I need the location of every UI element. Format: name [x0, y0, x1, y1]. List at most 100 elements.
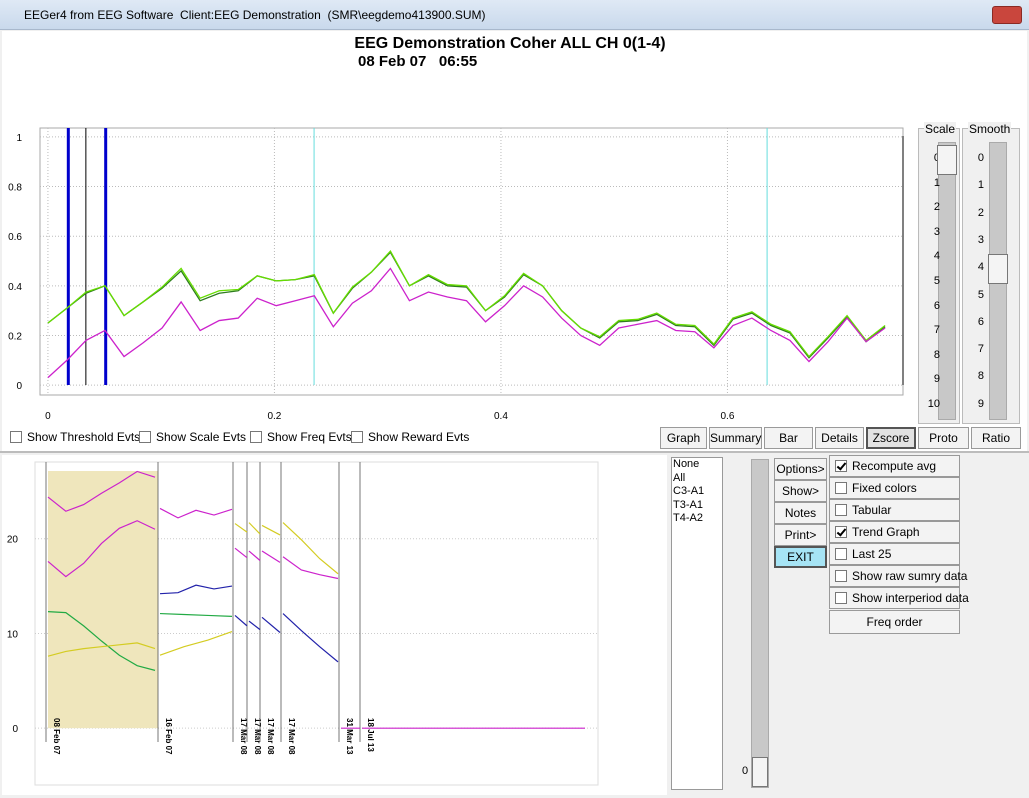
data-line [248, 620, 261, 631]
x-tick-label: 08 Feb 07 [52, 718, 61, 755]
title-bar [0, 0, 1029, 30]
action-button[interactable]: Print> [774, 524, 827, 546]
data-line [47, 251, 886, 359]
slider-tick-label: 5 [977, 288, 984, 301]
data-line [47, 267, 886, 379]
checkbox-label: Show Threshold Evts [27, 430, 141, 444]
data-line [47, 520, 156, 578]
window-title: EEGer4 from EEG Software Client:EEG Demo… [24, 8, 486, 22]
data-line [159, 612, 233, 617]
checkbox[interactable] [835, 526, 847, 538]
slider-tick-label: 3 [933, 225, 940, 238]
data-line [234, 614, 248, 627]
freq-order-button[interactable]: Freq order [829, 610, 960, 634]
list-item[interactable]: None [673, 458, 700, 470]
plot-frame [39, 127, 904, 396]
slider-tick-label: 7 [977, 343, 984, 356]
option-row [829, 499, 960, 521]
y-tick-label: 0.2 [8, 331, 22, 342]
data-line [261, 616, 281, 633]
view-button[interactable]: Details [815, 427, 864, 449]
slider-tick-label: 1 [933, 176, 940, 189]
slider-tick-label: 1 [977, 179, 984, 192]
action-button[interactable]: EXIT [774, 546, 827, 568]
slider-thumb[interactable] [988, 254, 1008, 285]
view-button[interactable]: Graph [660, 427, 707, 449]
checkbox-label: Last 25 [852, 547, 892, 561]
data-line [282, 522, 339, 575]
data-line [282, 556, 339, 580]
slider-tick-label: 7 [933, 324, 940, 337]
x-tick-label: 0.6 [721, 411, 735, 422]
checkbox[interactable] [10, 431, 22, 443]
checkbox[interactable] [250, 431, 262, 443]
action-button[interactable]: Show> [774, 480, 827, 502]
checkbox-label: Show raw sumry data [852, 569, 968, 583]
view-button[interactable]: Bar [764, 427, 813, 449]
list-item[interactable]: All [673, 471, 686, 484]
close-button[interactable] [992, 6, 1022, 24]
checkbox-label: Show Freq Evts [267, 430, 352, 444]
checkbox[interactable] [139, 431, 151, 443]
checkbox-label: Show interperiod data [852, 591, 969, 605]
action-button[interactable]: Options> [774, 458, 827, 480]
slider-tick-label: 4 [933, 250, 940, 263]
list-item[interactable]: C3-A1 [673, 485, 705, 497]
checkbox[interactable] [835, 570, 847, 582]
checkbox-label: Fixed colors [852, 481, 917, 495]
x-tick-label: 16 Feb 07 [164, 718, 173, 755]
option-row [829, 521, 960, 543]
checkbox-label: Tabular [852, 503, 892, 517]
checkbox[interactable] [351, 431, 363, 443]
slider-tick-label: 2 [977, 206, 984, 219]
checkbox[interactable] [835, 482, 847, 494]
x-tick-label: 0.4 [494, 411, 508, 422]
slider-tick-label: 5 [933, 275, 940, 287]
chart-subtitle: 08 Feb 07 06:55 [358, 53, 477, 70]
data-line [159, 507, 233, 519]
slider-tick-label: 3 [977, 233, 984, 246]
slider-tick-label: 6 [977, 315, 984, 328]
checkbox[interactable] [835, 548, 847, 560]
data-line [159, 584, 233, 595]
y-tick-label: 10 [7, 629, 19, 640]
data-line [261, 524, 281, 536]
slider-tick-label: 9 [933, 373, 940, 386]
y-tick-label: 1 [16, 133, 22, 144]
option-row [829, 543, 960, 565]
data-line [248, 550, 261, 561]
side-slider[interactable] [751, 459, 769, 788]
view-button[interactable]: Proto [918, 427, 969, 449]
y-tick-label: 0.4 [8, 282, 22, 293]
highlight-period [48, 471, 158, 729]
list-item[interactable]: T3-A1 [673, 498, 703, 511]
slider-thumb[interactable] [937, 145, 957, 175]
action-button[interactable]: Notes [774, 502, 827, 524]
slider-tick-label: 8 [933, 348, 940, 361]
checkbox[interactable] [835, 592, 847, 604]
list-item[interactable]: T4-A2 [673, 512, 703, 524]
x-tick-label: 31 Mar 13 [345, 718, 354, 755]
slider-tick-label: 10 [927, 398, 940, 410]
y-tick-label: 0 [12, 724, 18, 735]
checkbox-label: Trend Graph [852, 525, 920, 539]
data-line [47, 470, 156, 512]
slider-tick-label: 0 [977, 152, 984, 164]
data-line [282, 613, 339, 663]
slider-track[interactable] [938, 142, 956, 420]
side-slider-thumb[interactable] [752, 757, 768, 787]
y-tick-label: 0.6 [8, 232, 22, 243]
checkbox[interactable] [835, 460, 847, 472]
channel-list[interactable] [671, 457, 723, 790]
x-tick-label: 17 Mar 08 [253, 718, 262, 755]
option-row [829, 477, 960, 499]
view-button[interactable]: Zscore [866, 427, 916, 449]
slider-tick-label: 6 [933, 299, 940, 312]
view-button[interactable]: Ratio [971, 427, 1021, 449]
option-row [829, 455, 960, 477]
view-button[interactable]: Summary [709, 427, 762, 449]
checkbox-label: Show Reward Evts [368, 430, 470, 444]
checkbox[interactable] [835, 504, 847, 516]
